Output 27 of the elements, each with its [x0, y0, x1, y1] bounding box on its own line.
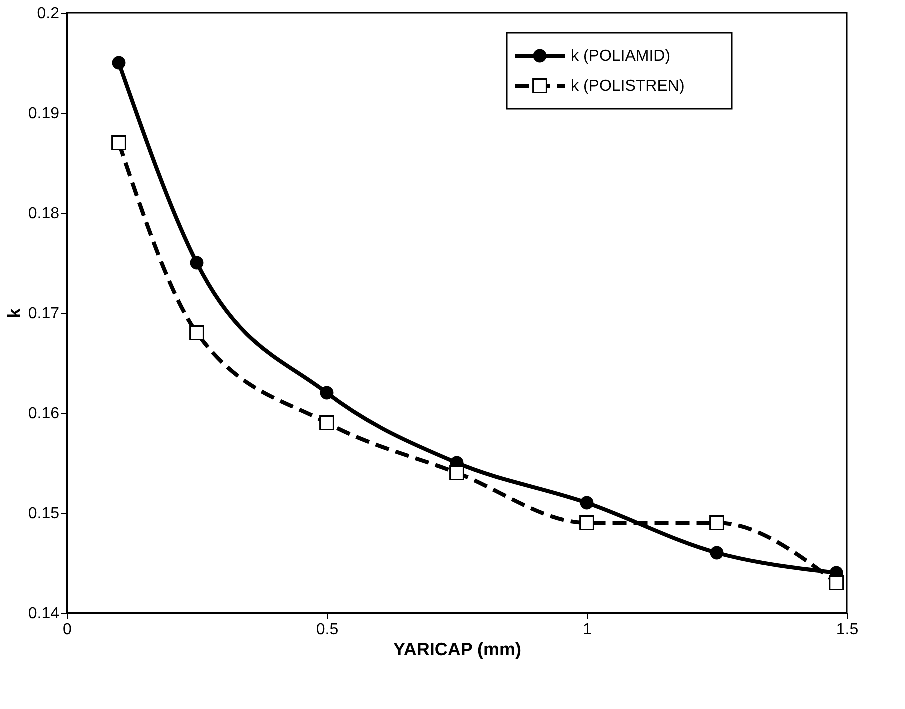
y-tick-label: 0.19 [28, 106, 60, 122]
legend-label: k (POLISTREN) [571, 78, 685, 95]
x-tick-label: 0 [63, 622, 72, 638]
point [112, 56, 126, 70]
legend-label: k (POLIAMID) [571, 48, 671, 65]
y-tick-label: 0.18 [28, 206, 60, 222]
point [829, 576, 844, 590]
y-tick-label: 0.16 [28, 406, 60, 422]
point [450, 466, 464, 480]
y-axis-title: k [4, 308, 24, 319]
point [580, 516, 594, 530]
point [580, 496, 594, 510]
x-tick-label: 1.5 [836, 622, 859, 638]
point [710, 546, 724, 560]
x-axis-title: YARICAP (mm) [393, 640, 522, 660]
y-tick-label: 0.17 [28, 306, 60, 322]
y-tick-label: 0.15 [28, 506, 60, 522]
point [710, 516, 724, 530]
point [320, 386, 334, 400]
y-tick-label: 0.2 [37, 6, 60, 22]
x-tick-label: 0.5 [316, 622, 339, 638]
point [320, 416, 334, 430]
point [190, 256, 204, 270]
point [190, 326, 204, 340]
point [112, 136, 126, 150]
y-tick-label: 0.14 [28, 606, 60, 622]
x-tick-label: 1 [583, 622, 592, 638]
